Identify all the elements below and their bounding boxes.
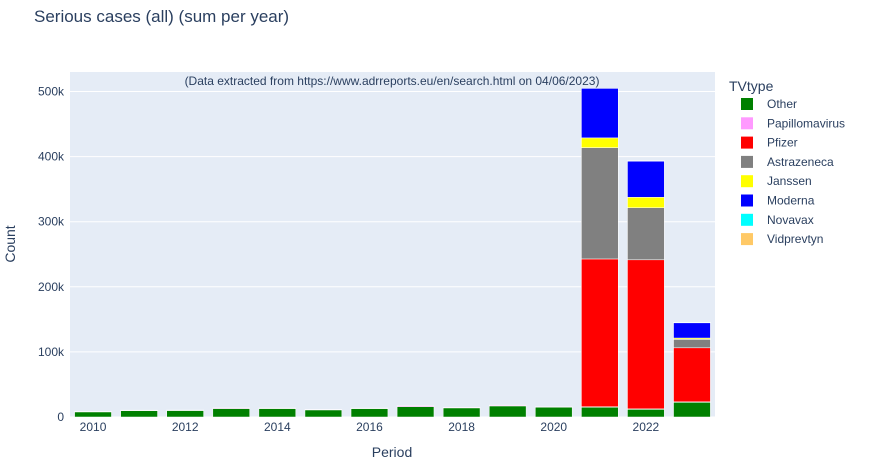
y-tick-label: 0 xyxy=(57,410,64,424)
bar-segment-other[interactable] xyxy=(396,406,435,418)
y-tick-label: 400k xyxy=(38,150,65,164)
legend-swatch-astrazeneca[interactable] xyxy=(741,155,753,168)
y-axis-ticks: 0 100k 200k 300k 400k 500k xyxy=(38,85,65,424)
x-tick-label: 2010 xyxy=(80,420,107,434)
bar-segment-other[interactable] xyxy=(627,408,665,418)
x-tick-label: 2020 xyxy=(540,420,567,434)
bar-segment-astrazeneca[interactable] xyxy=(627,207,665,261)
y-tick-label: 300k xyxy=(38,215,65,229)
y-tick-label: 100k xyxy=(38,345,65,359)
legend-swatch-other[interactable] xyxy=(741,98,753,110)
bar-segment-papillomavirus[interactable] xyxy=(304,409,343,411)
bar-segment-papillomavirus[interactable] xyxy=(258,407,296,409)
x-axis-ticks: 2010 2012 2014 2016 2018 2020 2022 xyxy=(80,420,660,434)
bar-segment-janssen[interactable] xyxy=(581,137,619,148)
y-tick-label: 200k xyxy=(38,280,65,294)
legend-label-vidprevtyn[interactable]: Vidprevtyn xyxy=(767,232,823,246)
bar-segment-papillomavirus[interactable] xyxy=(166,409,204,411)
legend-label-novavax[interactable]: Novavax xyxy=(767,213,814,227)
legend-label-other[interactable]: Other xyxy=(767,97,797,111)
bar-segment-other[interactable] xyxy=(74,411,112,418)
bar-segment-papillomavirus[interactable] xyxy=(489,404,527,407)
bar-segment-papillomavirus[interactable] xyxy=(350,407,389,409)
bar-segment-papillomavirus[interactable] xyxy=(442,407,481,409)
legend-swatch-janssen[interactable] xyxy=(741,175,753,188)
bars xyxy=(74,88,711,418)
bar-segment-moderna[interactable] xyxy=(627,160,665,198)
x-tick-label: 2016 xyxy=(356,420,383,434)
y-tick-label: 500k xyxy=(38,85,65,99)
legend-swatch-novavax[interactable] xyxy=(741,213,753,226)
bar-segment-other[interactable] xyxy=(120,410,158,418)
bar-segment-pfizer[interactable] xyxy=(581,258,619,407)
bar-segment-novavax[interactable] xyxy=(627,160,665,162)
bar-segment-other[interactable] xyxy=(304,409,343,418)
data-source-annotation: (Data extracted from https://www.adrrepo… xyxy=(185,74,600,88)
legend-swatch-pfizer[interactable] xyxy=(741,136,753,149)
bar-segment-papillomavirus[interactable] xyxy=(396,405,435,407)
bar-segment-other[interactable] xyxy=(350,408,389,418)
bar-segment-other[interactable] xyxy=(166,410,204,418)
legend-label-pfizer[interactable]: Pfizer xyxy=(767,136,798,150)
bar-segment-other[interactable] xyxy=(535,406,573,418)
bar-segment-janssen[interactable] xyxy=(627,197,665,208)
bar-segment-astrazeneca[interactable] xyxy=(673,339,711,349)
bar-segment-pfizer[interactable] xyxy=(627,259,665,410)
chart-title: Serious cases (all) (sum per year) xyxy=(34,7,289,26)
x-tick-label: 2022 xyxy=(633,420,660,434)
bar-segment-novavax[interactable] xyxy=(673,322,711,324)
x-tick-label: 2014 xyxy=(264,420,291,434)
y-axis-title: Count xyxy=(2,225,18,262)
bar-segment-pfizer[interactable] xyxy=(673,347,711,403)
bar-segment-papillomavirus[interactable] xyxy=(120,409,158,411)
bar-segment-other[interactable] xyxy=(442,407,481,418)
bar-segment-other[interactable] xyxy=(673,401,711,418)
legend-swatch-vidprevtyn[interactable] xyxy=(741,233,753,246)
legend: Other Papillomavirus Pfizer Astrazeneca Jans… xyxy=(741,97,845,246)
legend-label-papillomavirus[interactable]: Papillomavirus xyxy=(767,116,845,130)
x-tick-label: 2018 xyxy=(448,420,475,434)
x-axis-title: Period xyxy=(372,444,412,460)
x-tick-label: 2012 xyxy=(172,420,199,434)
legend-swatch-moderna[interactable] xyxy=(741,194,753,207)
legend-label-moderna[interactable]: Moderna xyxy=(767,194,815,208)
bar-segment-papillomavirus[interactable] xyxy=(212,407,250,409)
legend-label-janssen[interactable]: Janssen xyxy=(767,174,812,188)
bar-segment-moderna[interactable] xyxy=(673,322,711,339)
bar-segment-papillomavirus[interactable] xyxy=(535,406,573,408)
bar-segment-moderna[interactable] xyxy=(581,88,619,139)
legend-title: TVtype xyxy=(729,78,774,94)
bar-segment-other[interactable] xyxy=(581,406,619,418)
bar-segment-other[interactable] xyxy=(258,408,296,418)
bar-segment-papillomavirus[interactable] xyxy=(74,411,112,413)
bar-segment-other[interactable] xyxy=(212,408,250,418)
bar-segment-astrazeneca[interactable] xyxy=(581,147,619,260)
bar-segment-other[interactable] xyxy=(489,405,527,418)
legend-label-astrazeneca[interactable]: Astrazeneca xyxy=(767,155,834,169)
legend-swatch-papillomavirus[interactable] xyxy=(741,117,753,130)
